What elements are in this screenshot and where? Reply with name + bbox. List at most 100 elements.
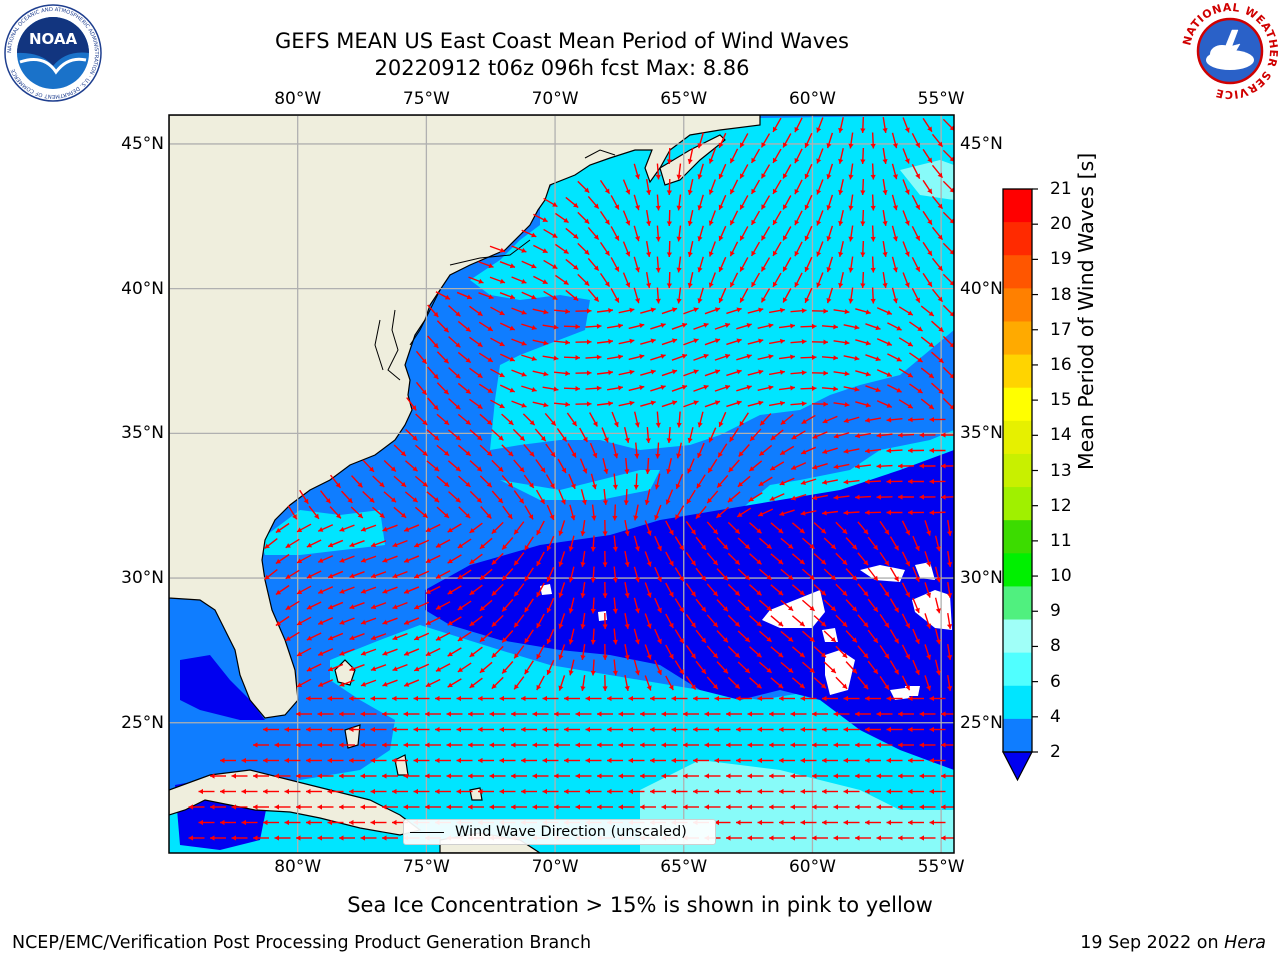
wave-direction-arrow — [654, 566, 662, 583]
wave-direction-arrow — [685, 614, 697, 628]
wave-direction-arrow — [339, 524, 355, 532]
wave-direction-arrow — [942, 211, 954, 225]
wave-direction-arrow — [542, 757, 559, 764]
lon-label-bottom: 75°W — [402, 857, 450, 877]
wave-direction-arrow — [478, 321, 494, 332]
wave-direction-arrow — [908, 788, 924, 795]
wave-direction-arrow — [816, 148, 824, 164]
wave-direction-arrow — [857, 645, 869, 659]
wave-direction-arrow — [564, 788, 580, 795]
wave-direction-arrow — [791, 677, 806, 689]
wave-direction-arrow — [362, 459, 375, 473]
wave-direction-arrow — [306, 819, 322, 826]
wave-direction-arrow — [413, 757, 430, 764]
wave-direction-arrow — [704, 369, 721, 377]
wave-direction-arrow — [415, 381, 428, 396]
wave-direction-arrow — [898, 804, 914, 810]
lat-label-right: 40°N — [960, 278, 1003, 299]
wave-direction-arrow — [563, 355, 581, 361]
wave-direction-arrow — [542, 355, 559, 361]
wave-direction-arrow — [468, 804, 484, 810]
wave-direction-arrow — [580, 581, 586, 599]
wave-direction-arrow — [769, 835, 785, 841]
wave-direction-arrow — [565, 227, 579, 240]
wave-direction-arrow — [241, 788, 258, 795]
wave-direction-arrow — [511, 804, 527, 810]
wave-direction-arrow — [568, 473, 576, 490]
wave-direction-arrow — [750, 272, 761, 288]
wave-direction-arrow — [729, 241, 739, 257]
wave-direction-arrow — [569, 504, 576, 521]
wave-direction-arrow — [607, 695, 623, 702]
wave-direction-arrow — [931, 133, 944, 148]
wave-direction-arrow — [826, 132, 834, 149]
wave-direction-arrow — [403, 617, 420, 625]
wave-direction-arrow — [555, 274, 569, 286]
colorbar-segment — [1003, 553, 1032, 587]
wave-direction-arrow — [263, 726, 279, 733]
wave-direction-arrow — [532, 773, 549, 779]
wave-direction-arrow — [624, 675, 630, 691]
wave-direction-arrow — [457, 538, 472, 549]
wave-direction-arrow — [404, 491, 419, 503]
wave-direction-arrow — [816, 272, 824, 288]
wave-direction-arrow — [264, 538, 278, 549]
wave-direction-arrow — [469, 522, 483, 534]
wave-direction-arrow — [339, 555, 355, 563]
wave-direction-arrow — [813, 646, 827, 658]
wave-direction-arrow — [436, 413, 450, 426]
wave-direction-arrow — [695, 505, 707, 520]
wave-direction-arrow — [876, 463, 893, 469]
wave-direction-arrow — [912, 659, 920, 676]
wave-direction-arrow — [879, 675, 890, 691]
wave-direction-arrow — [661, 369, 678, 377]
wave-direction-arrow — [876, 742, 893, 748]
wave-direction-arrow — [931, 226, 944, 241]
wave-direction-arrow — [564, 695, 580, 702]
wave-direction-arrow — [426, 491, 440, 503]
wave-direction-arrow — [942, 304, 954, 317]
wave-direction-arrow — [349, 695, 365, 702]
wave-direction-arrow — [739, 226, 749, 241]
wave-direction-arrow — [622, 272, 631, 288]
wave-direction-arrow — [554, 773, 570, 779]
wave-direction-arrow — [870, 194, 876, 211]
wave-direction-arrow — [790, 401, 807, 407]
wave-direction-arrow — [838, 210, 844, 226]
wave-direction-arrow — [886, 417, 903, 423]
wave-direction-arrow — [887, 322, 902, 331]
wave-direction-arrow — [770, 584, 784, 596]
wave-direction-arrow — [644, 613, 652, 629]
wave-direction-arrow — [929, 757, 946, 764]
wave-direction-arrow — [934, 535, 941, 552]
wave-direction-arrow — [327, 757, 344, 764]
wave-direction-arrow — [469, 398, 483, 410]
wave-direction-arrow — [534, 428, 547, 442]
wave-direction-arrow — [739, 412, 749, 427]
wave-direction-arrow — [790, 462, 807, 470]
wave-direction-arrow — [654, 473, 661, 490]
wave-direction-arrow — [602, 674, 608, 692]
wave-direction-arrow — [791, 430, 806, 440]
wave-direction-arrow — [887, 353, 902, 362]
wave-direction-arrow — [536, 551, 545, 567]
wave-direction-arrow — [728, 459, 740, 473]
wave-direction-arrow — [655, 442, 661, 459]
wave-direction-arrow — [382, 679, 398, 687]
wave-direction-arrow — [521, 788, 537, 795]
wave-direction-arrow — [911, 164, 921, 179]
wave-direction-arrow — [946, 643, 953, 661]
wave-direction-arrow — [393, 444, 407, 457]
wave-direction-arrow — [650, 726, 666, 733]
wave-direction-arrow — [469, 336, 483, 348]
wave-direction-arrow — [566, 412, 578, 427]
wave-direction-arrow — [687, 210, 694, 226]
wave-direction-arrow — [349, 664, 365, 672]
wave-direction-arrow — [898, 711, 914, 717]
wave-direction-arrow — [716, 537, 729, 550]
wave-direction-arrow — [435, 788, 451, 795]
wave-direction-arrow — [436, 506, 450, 519]
wave-direction-arrow — [535, 489, 546, 505]
wave-direction-arrow — [727, 645, 741, 659]
wave-direction-arrow — [674, 536, 685, 551]
